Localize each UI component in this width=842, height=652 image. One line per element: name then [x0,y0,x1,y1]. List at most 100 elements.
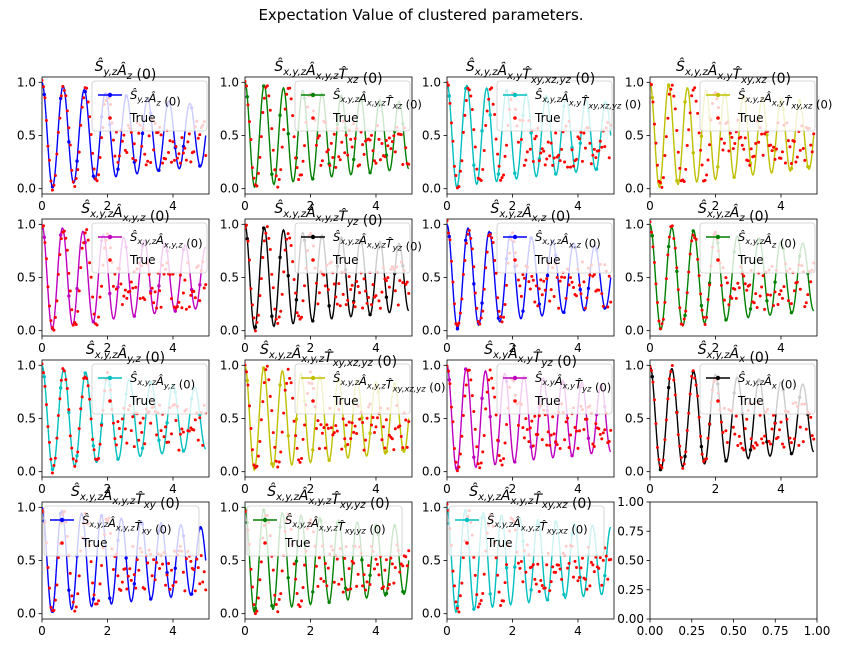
y-tick-label: 0.0 [625,182,644,196]
true-point [383,568,387,572]
true-point [184,557,188,561]
true-point [138,421,142,425]
true-point [566,165,570,169]
true-point [472,410,476,414]
series-point [545,273,550,278]
true-point [381,585,385,589]
true-point [678,306,682,310]
true-point [61,367,65,371]
true-point [123,567,127,571]
true-point [128,567,132,571]
true-point [347,275,351,279]
true-point [519,294,523,298]
true-point [454,600,458,604]
true-point [555,443,559,447]
true-point [91,151,95,155]
true-point [270,127,274,131]
true-point [386,586,390,590]
y-tick-label: 0.5 [220,129,239,143]
true-point [396,303,400,307]
x-tick-label: 4 [777,341,785,355]
series-point [789,451,794,456]
true-point [401,446,405,450]
series-point [578,141,582,146]
true-point [494,556,498,560]
x-tick-label: 4 [574,624,582,638]
true-point [245,79,247,83]
legend-label: Ŝx,y,zÂx (0) [738,370,797,391]
true-point [681,466,685,470]
true-point [676,150,680,154]
true-point [294,434,298,438]
true-point [85,228,89,232]
true-point [253,329,257,333]
series-point [270,314,274,318]
true-point [95,602,99,606]
series-point [368,170,372,175]
true-point [392,448,396,452]
true-point [767,439,771,443]
true-point [454,174,458,178]
true-point [65,387,69,391]
true-point [390,140,394,144]
true-point [585,587,589,591]
true-point [792,289,796,293]
true-point [76,592,80,596]
true-point [669,87,673,91]
legend-marker [513,258,517,262]
true-point [164,583,168,587]
legend-marker [512,375,518,381]
true-point [189,559,193,563]
true-point [655,163,659,167]
true-point [317,134,321,138]
true-point [706,436,710,440]
legend: Ŝx,yÂx,yT̂yz (0)True [496,363,613,415]
true-point [782,285,786,289]
true-point [458,311,462,315]
true-point [274,459,278,463]
series-point [157,168,161,172]
true-point [525,150,529,154]
series-point [286,434,290,438]
true-point [730,135,734,139]
x-tick-label: 0 [38,199,46,213]
true-point [694,383,698,387]
true-point [670,224,674,228]
true-point [186,140,190,144]
true-point [116,574,120,578]
true-point [503,441,507,445]
true-point [751,444,755,448]
true-point [261,256,265,260]
true-point [598,139,602,143]
true-point [180,427,184,431]
true-point [696,257,700,261]
true-point [516,140,520,144]
true-point [338,158,342,162]
true-point [317,447,321,451]
true-point [47,586,51,590]
true-point [478,466,482,470]
true-point [684,450,688,454]
true-point [452,447,456,451]
true-point [684,309,688,313]
true-point [452,584,456,588]
series-point [545,598,550,602]
true-point [651,380,655,384]
true-point [760,437,764,441]
true-point [77,574,81,578]
true-point [773,157,777,161]
x-tick-label: 2 [104,199,112,213]
true-point [682,462,686,466]
true-point [540,584,544,588]
true-point [86,238,90,242]
y-tick-label: 0.5 [17,129,36,143]
true-point [135,558,139,562]
subplot-7: 0 2 40.00.51.0Ŝx,y,zÂx,z (0)TrueŜx,y,zÂx,z… [422,199,615,355]
true-point [46,144,50,148]
true-point [358,163,362,167]
true-point [772,413,776,417]
true-point [727,149,731,153]
series-point [447,378,451,382]
true-point [370,423,374,427]
true-point [252,316,256,320]
